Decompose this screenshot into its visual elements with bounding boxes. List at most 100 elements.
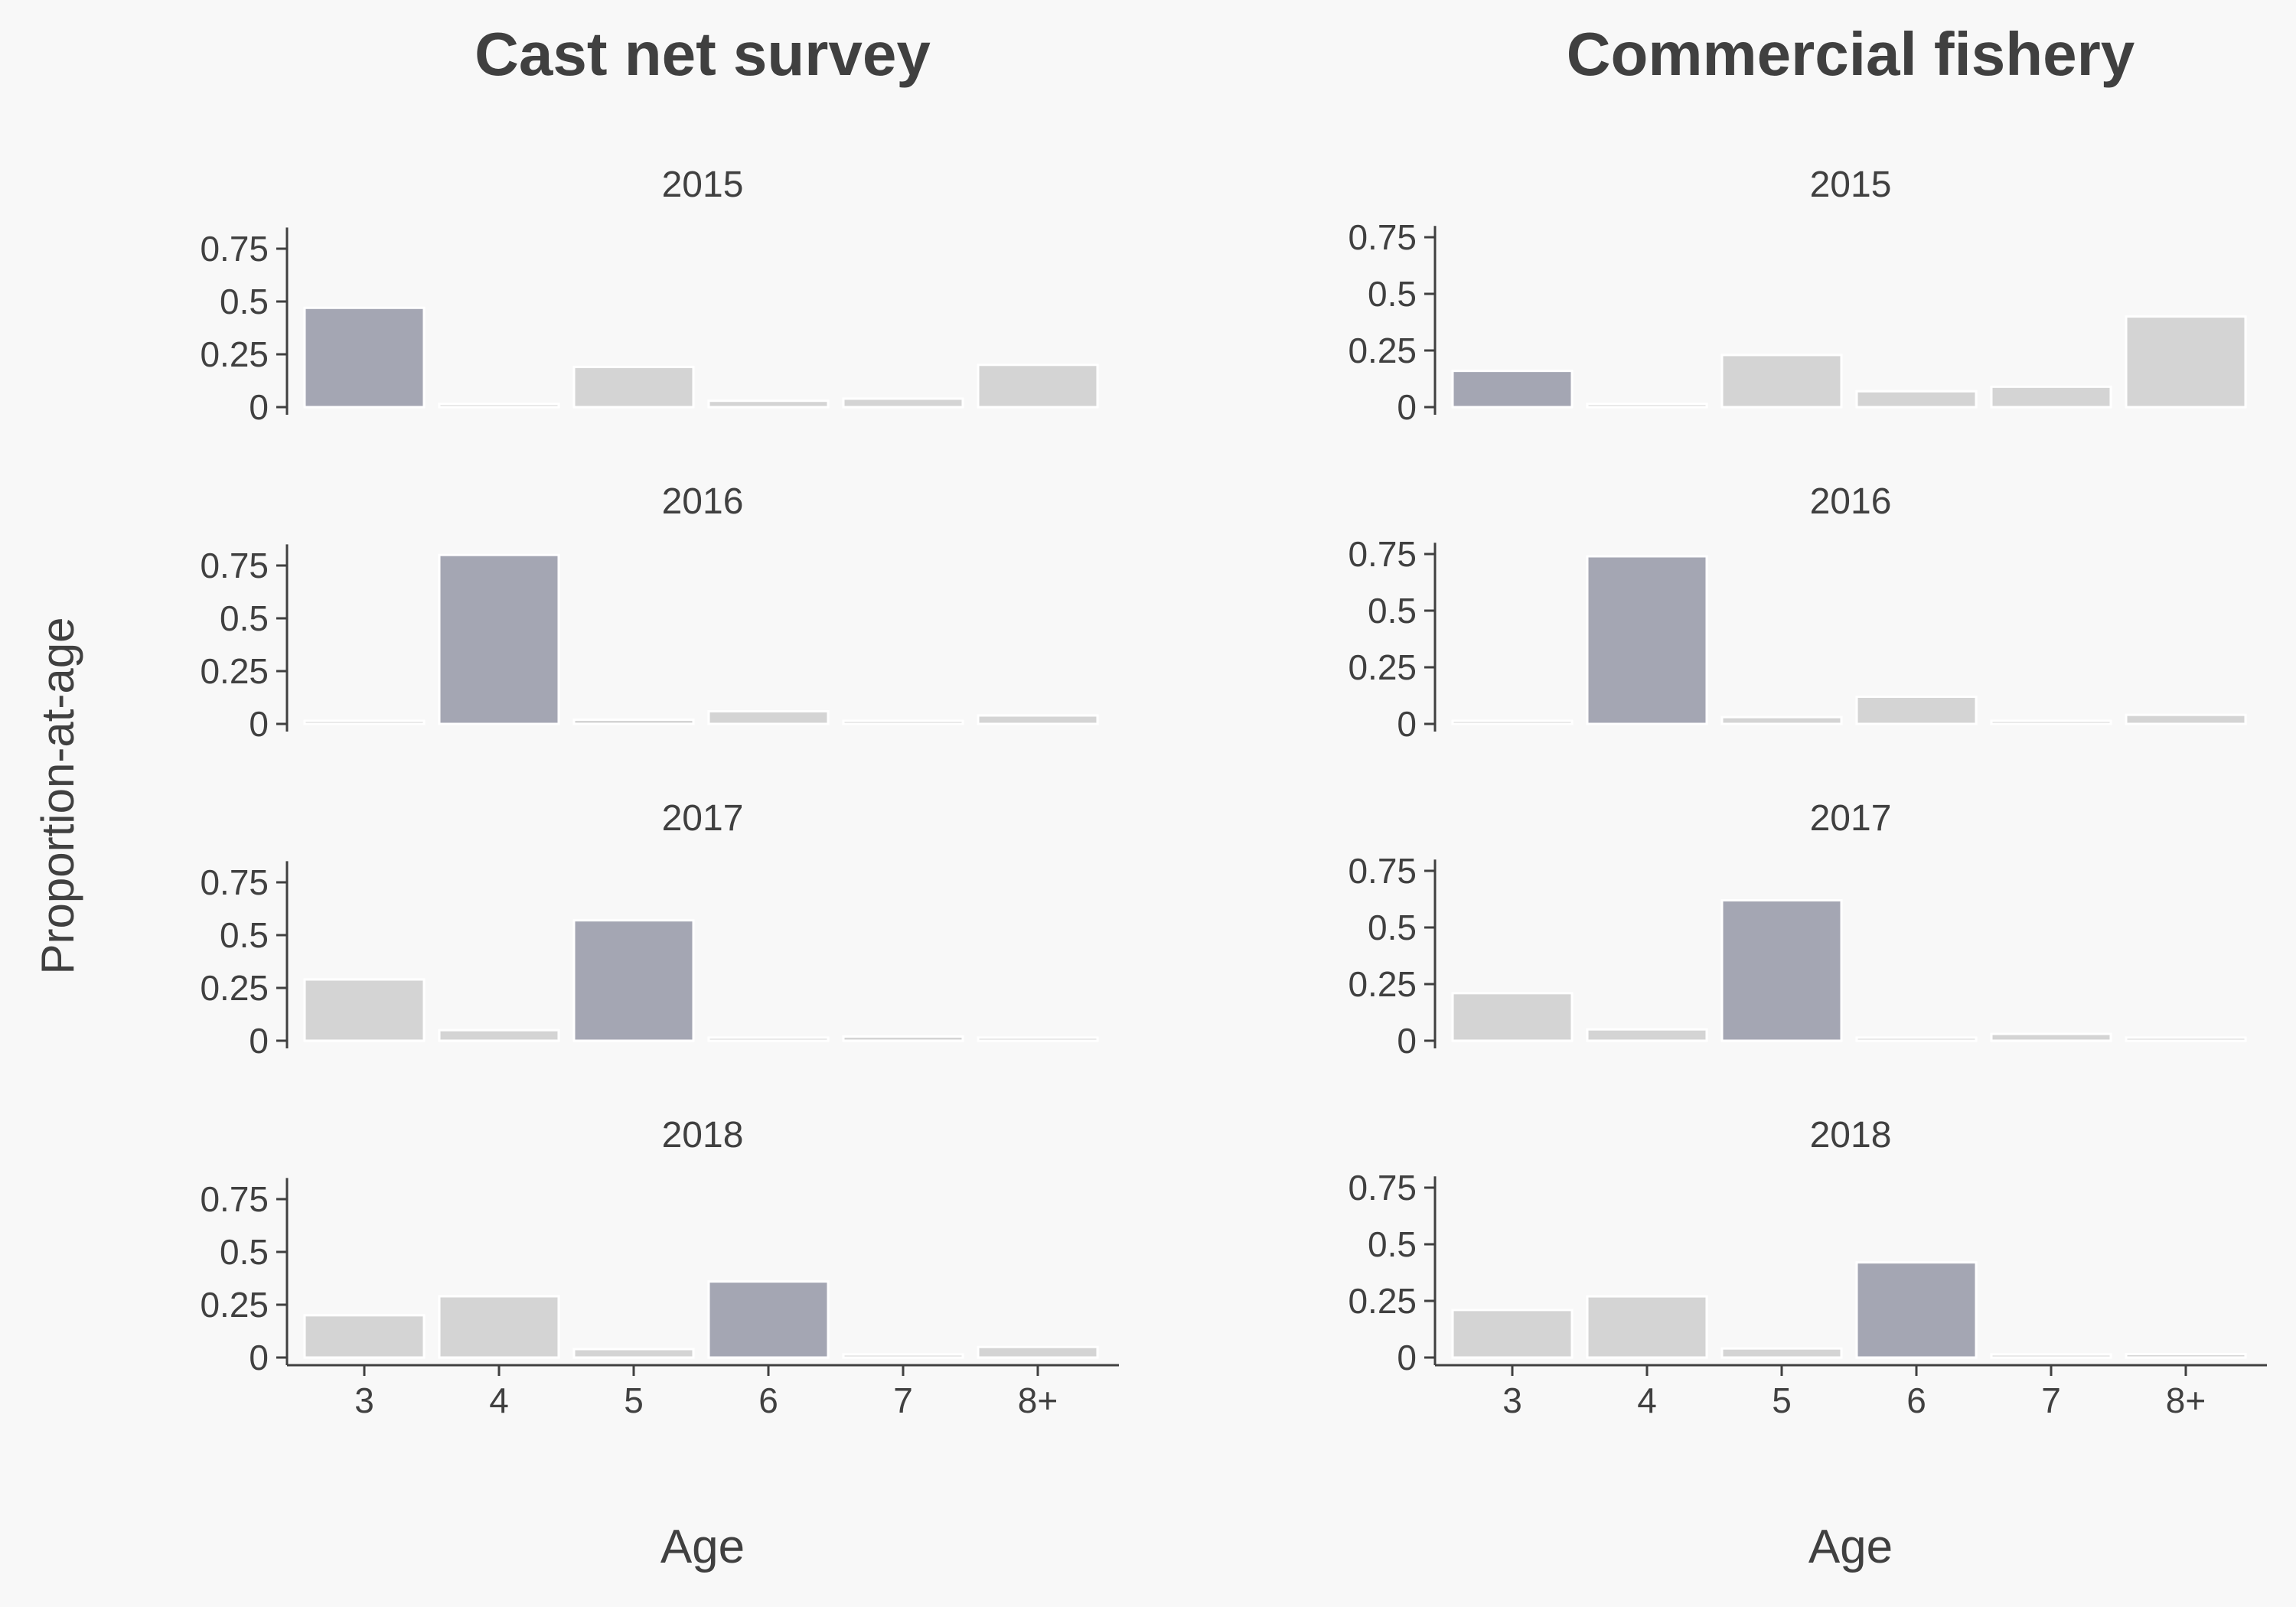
bar-0-1-3 bbox=[303, 719, 426, 725]
bar-0-1-7 bbox=[842, 719, 964, 725]
y-tick-label-1-2-2: 0.5 bbox=[1368, 908, 1417, 947]
y-tick-label-0-1-3: 0.75 bbox=[200, 546, 269, 585]
panel-title-0-2: 2017 bbox=[662, 798, 744, 839]
bar-0-0-3 bbox=[303, 306, 426, 409]
y-tick-label-1-0-1: 0.25 bbox=[1348, 331, 1417, 370]
y-tick-label-0-0-0: 0 bbox=[249, 387, 269, 427]
y-tick-label-1-3-2: 0.5 bbox=[1368, 1224, 1417, 1264]
bar-1-1-6 bbox=[1855, 695, 1978, 725]
bar-0-3-6 bbox=[707, 1280, 830, 1359]
bar-0-3-5 bbox=[572, 1348, 695, 1359]
y-tick-label-0-1-1: 0.25 bbox=[200, 651, 269, 691]
column-title-1: Commercial fishery bbox=[1567, 20, 2135, 88]
column-title-0: Cast net survey bbox=[475, 20, 931, 88]
y-tick-label-0-0-3: 0.75 bbox=[200, 229, 269, 269]
bar-1-1-4 bbox=[1586, 555, 1708, 725]
y-tick-label-0-2-0: 0 bbox=[249, 1021, 269, 1061]
x-tick-label-1-5: 8+ bbox=[2166, 1380, 2206, 1420]
bar-1-0-6 bbox=[1855, 390, 1978, 409]
bar-0-0-6 bbox=[707, 399, 830, 409]
bar-1-0-4 bbox=[1586, 403, 1708, 409]
y-tick-label-0-3-0: 0 bbox=[249, 1338, 269, 1377]
bar-1-3-3 bbox=[1451, 1309, 1574, 1359]
y-tick-label-0-3-1: 0.25 bbox=[200, 1285, 269, 1325]
y-tick-label-1-2-3: 0.75 bbox=[1348, 851, 1417, 891]
y-tick-label-0-1-0: 0 bbox=[249, 704, 269, 744]
x-tick-label-0-4: 7 bbox=[893, 1380, 913, 1420]
y-tick-label-1-3-3: 0.75 bbox=[1348, 1168, 1417, 1208]
x-tick-label-1-1: 4 bbox=[1637, 1380, 1657, 1420]
bar-1-0-3 bbox=[1451, 370, 1574, 409]
bar-0-3-8+ bbox=[977, 1345, 1099, 1359]
bar-1-3-4 bbox=[1586, 1295, 1708, 1359]
x-tick-label-0-3: 6 bbox=[758, 1380, 778, 1420]
panel-title-1-2: 2017 bbox=[1810, 798, 1892, 839]
bar-1-0-5 bbox=[1720, 354, 1843, 409]
y-tick-label-1-1-2: 0.5 bbox=[1368, 591, 1417, 631]
y-tick-label-1-2-1: 0.25 bbox=[1348, 964, 1417, 1004]
y-tick-label-0-2-1: 0.25 bbox=[200, 968, 269, 1008]
bar-0-0-7 bbox=[842, 397, 964, 409]
panel-title-0-0: 2015 bbox=[662, 165, 744, 205]
bar-0-1-5 bbox=[572, 718, 695, 725]
bar-1-2-4 bbox=[1586, 1028, 1708, 1042]
bar-1-1-8+ bbox=[2125, 713, 2247, 725]
y-axis-label: Proportion-at-age bbox=[32, 618, 83, 975]
bar-1-1-7 bbox=[1990, 719, 2112, 725]
bar-0-0-4 bbox=[438, 403, 560, 409]
bar-1-2-8+ bbox=[2125, 1036, 2247, 1042]
bar-1-2-3 bbox=[1451, 992, 1574, 1042]
y-tick-label-0-0-2: 0.5 bbox=[220, 282, 269, 321]
panel-title-1-0: 2015 bbox=[1810, 165, 1892, 205]
y-tick-label-0-3-2: 0.5 bbox=[220, 1232, 269, 1272]
bar-0-2-5 bbox=[572, 919, 695, 1042]
bar-1-3-6 bbox=[1855, 1261, 1978, 1359]
x-tick-label-1-0: 3 bbox=[1502, 1380, 1522, 1420]
y-tick-label-1-0-3: 0.75 bbox=[1348, 217, 1417, 257]
bar-1-3-5 bbox=[1720, 1347, 1843, 1359]
bar-0-2-6 bbox=[707, 1036, 830, 1042]
x-tick-label-0-1: 4 bbox=[489, 1380, 509, 1420]
panel-title-1-1: 2016 bbox=[1810, 481, 1892, 522]
bar-1-3-8+ bbox=[2125, 1353, 2247, 1359]
y-tick-label-0-0-1: 0.25 bbox=[200, 334, 269, 374]
bar-0-3-4 bbox=[438, 1295, 560, 1359]
bar-1-2-5 bbox=[1720, 898, 1843, 1042]
bar-1-0-7 bbox=[1990, 385, 2112, 409]
y-tick-label-1-0-2: 0.5 bbox=[1368, 274, 1417, 314]
x-axis-label-0: Age bbox=[660, 1521, 745, 1573]
y-tick-label-0-1-2: 0.5 bbox=[220, 598, 269, 638]
bar-1-0-8+ bbox=[2125, 315, 2247, 409]
y-tick-label-1-0-0: 0 bbox=[1397, 387, 1417, 427]
bar-0-2-4 bbox=[438, 1028, 560, 1042]
bar-1-1-3 bbox=[1451, 719, 1574, 725]
y-tick-label-1-3-0: 0 bbox=[1397, 1338, 1417, 1377]
bar-0-0-8+ bbox=[977, 363, 1099, 409]
bar-1-1-5 bbox=[1720, 715, 1843, 725]
bar-0-2-3 bbox=[303, 978, 426, 1042]
y-tick-label-1-1-3: 0.75 bbox=[1348, 534, 1417, 574]
x-tick-label-1-4: 7 bbox=[2041, 1380, 2061, 1420]
x-tick-label-0-0: 3 bbox=[354, 1380, 374, 1420]
y-tick-label-0-2-2: 0.5 bbox=[220, 915, 269, 955]
y-tick-label-1-3-1: 0.25 bbox=[1348, 1281, 1417, 1321]
bar-0-1-6 bbox=[707, 709, 830, 725]
x-tick-label-0-5: 8+ bbox=[1018, 1380, 1058, 1420]
bar-0-3-7 bbox=[842, 1353, 964, 1359]
y-tick-label-1-2-0: 0 bbox=[1397, 1021, 1417, 1061]
y-tick-label-1-1-1: 0.25 bbox=[1348, 647, 1417, 687]
panel-title-0-3: 2018 bbox=[662, 1115, 744, 1156]
bar-0-1-4 bbox=[438, 553, 560, 725]
y-tick-label-0-2-3: 0.75 bbox=[200, 862, 269, 902]
bar-1-3-7 bbox=[1990, 1353, 2112, 1359]
y-tick-label-0-3-3: 0.75 bbox=[200, 1179, 269, 1219]
bar-0-0-5 bbox=[572, 366, 695, 409]
y-tick-label-1-1-0: 0 bbox=[1397, 704, 1417, 744]
x-tick-label-1-3: 6 bbox=[1906, 1380, 1926, 1420]
bar-0-3-3 bbox=[303, 1314, 426, 1359]
bar-1-2-6 bbox=[1855, 1036, 1978, 1042]
x-axis-label-1: Age bbox=[1808, 1521, 1893, 1573]
bar-0-2-8+ bbox=[977, 1036, 1099, 1042]
